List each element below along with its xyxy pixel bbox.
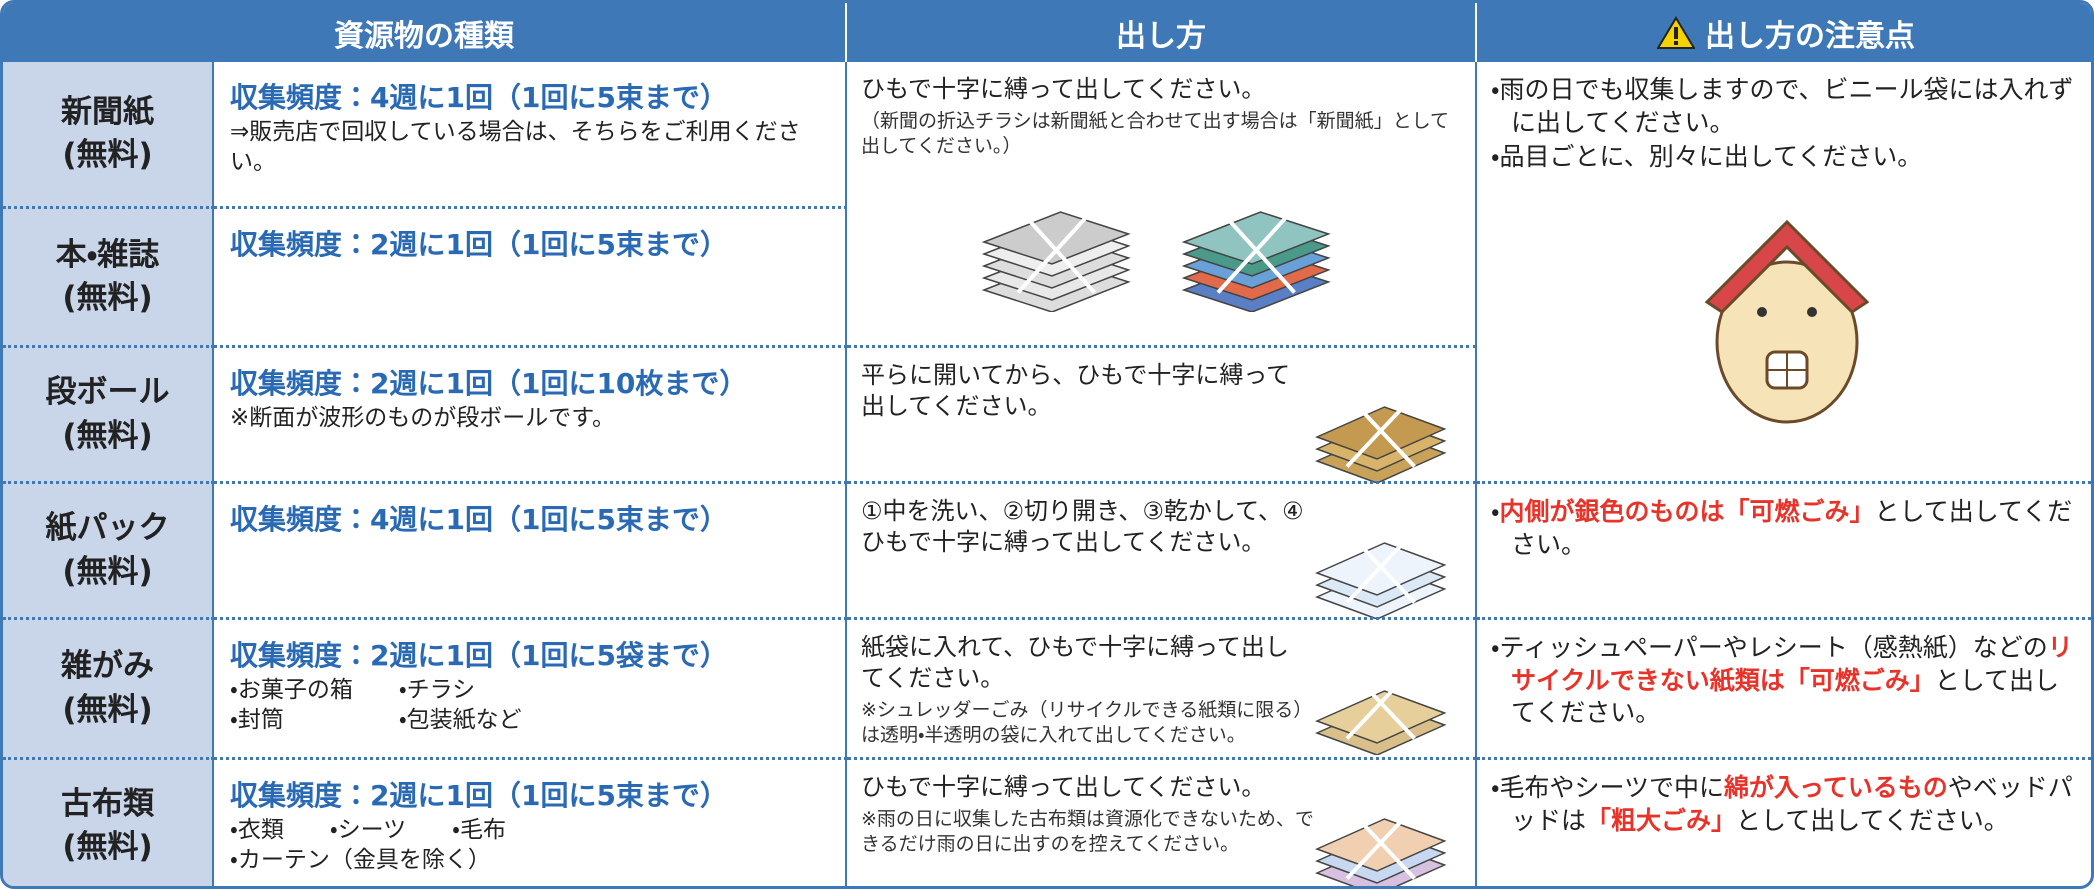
- method-text: 平らに開いてから、ひもで十字に縛って出してください。: [861, 361, 1291, 421]
- item-name: 本・雑誌: [55, 236, 160, 273]
- caution-list: ・ティッシュペーパーやレシート（感熱紙）などのリサイクルできない紙類は「可燃ごみ…: [1491, 632, 2083, 730]
- item-frequency-cell: 収集頻度：2週に1回（1回に5袋まで） ・お菓子の箱 ・チラシ・封筒 ・包装紙など: [214, 617, 847, 757]
- column-header-text: 資源物の種類: [334, 18, 514, 54]
- item-fee: (無料): [62, 829, 153, 865]
- caution-item: ・内側が銀色のものは「可燃ごみ」として出してください。: [1491, 496, 2083, 561]
- item-name-cell: 本・雑誌 (無料): [3, 206, 214, 345]
- item-frequency-cell: 収集頻度：2週に1回（1回に10枚まで） ※断面が波形のものが段ボールです。: [214, 345, 847, 481]
- method-note: （新聞の折込チラシは新聞紙と合わせて出す場合は「新聞紙」として出してください。）: [861, 110, 1450, 157]
- caution-text: ・: [1491, 497, 1500, 526]
- item-note: ・お菓子の箱 ・チラシ: [230, 677, 476, 703]
- method-note: ※シュレッダーごみ（リサイクルできる紙類に限る）は透明・半透明の袋に入れて出して…: [861, 699, 1313, 747]
- method-cell: 紙袋に入れて、ひもで十字に縛って出してください。 ※シュレッダーごみ（リサイクルで…: [847, 617, 1477, 757]
- item-note: ・封筒 ・包装紙など: [230, 706, 522, 733]
- item-name-cell: 古布類 (無料): [3, 757, 214, 886]
- item-frequency: 収集頻度：4週に1回（1回に5束まで）: [230, 81, 728, 114]
- item-frequency: 収集頻度：2週に1回（1回に5束まで）: [230, 779, 728, 812]
- illustration: [1315, 529, 1447, 619]
- item-note: ・カーテン（金具を除く）: [230, 846, 491, 873]
- method-cell: ひもで十字に縛って出してください。 ※雨の日に収集した古布類は資源化できないため、…: [847, 757, 1477, 886]
- item-name-cell: 雑がみ (無料): [3, 617, 214, 757]
- item-frequency: 収集頻度：4週に1回（1回に5束まで）: [230, 503, 728, 536]
- item-name: 段ボール: [45, 374, 170, 411]
- caution-text: 「粗大ごみ」: [1586, 805, 1737, 835]
- caution-text: リサイクルできない紙類は「可燃ごみ」: [1511, 633, 2073, 695]
- caution-text: ・雨の日でも収集しますので、ビニール袋には入れずに出してください。: [1491, 75, 2074, 137]
- item-fee: (無料): [62, 137, 153, 173]
- caution-text: やベッドパッドは: [1511, 773, 2073, 835]
- caution-list: ・雨の日でも収集しますので、ビニール袋には入れずに出してください。・品目ごとに、…: [1491, 74, 2083, 174]
- item-frequency-cell: 収集頻度：4週に1回（1回に5束まで） ⇒販売店で回収している場合は、そちらをご利…: [214, 62, 847, 206]
- method-cell: ひもで十字に縛って出してください。 （新聞の折込チラシは新聞紙と合わせて出す場合は…: [847, 62, 1477, 345]
- item-fee: (無料): [62, 417, 153, 454]
- column-header-text: 出し方の注意点: [1705, 18, 1915, 54]
- method-cell: 平らに開いてから、ひもで十字に縛って出してください。: [847, 345, 1477, 483]
- item-frequency: 収集頻度：2週に1回（1回に10枚まで）: [230, 367, 748, 400]
- item-frequency-cell: 収集頻度：2週に1回（1回に5束まで）: [214, 206, 847, 345]
- column-header-text: 出し方: [1116, 18, 1206, 54]
- caution-cell: ・ティッシュペーパーやレシート（感熱紙）などのリサイクルできない紙類は「可燃ごみ…: [1477, 617, 2091, 757]
- item-frequency-cell: 収集頻度：2週に1回（1回に5束まで） ・衣類 ・シーツ ・毛布 ・カーテン（金具を…: [214, 757, 847, 886]
- warning-icon: [1657, 15, 1695, 49]
- item-frequency: 収集頻度：2週に1回（1回に5袋まで）: [230, 639, 728, 672]
- method-note: ※雨の日に収集した古布類は資源化できないため、できるだけ雨の日に出すのを控えてく…: [861, 808, 1314, 855]
- item-frequency-cell: 収集頻度：4週に1回（1回に5束まで）: [214, 481, 847, 617]
- method-text: ひもで十字に縛って出してください。: [861, 75, 1266, 103]
- illustration: [1315, 805, 1447, 886]
- item-name-cell: 紙パック (無料): [3, 481, 214, 617]
- caution-text: ・ティッシュペーパーやレシート（感熱紙）などの: [1491, 633, 2048, 662]
- item-name: 新聞紙: [61, 93, 154, 130]
- illustration: [1315, 393, 1447, 483]
- caution-text: ・品目ごとに、別々に出してください。: [1491, 142, 1923, 171]
- item-name: 雑がみ: [61, 648, 154, 685]
- caution-item: ・品目ごとに、別々に出してください。: [1491, 141, 2083, 174]
- method-cell: ①中を洗い、②切り開き、③乾かして、④ひもで十字に縛って出してください。: [847, 481, 1477, 619]
- item-note: ・衣類 ・シーツ ・毛布: [230, 817, 506, 843]
- caution-cell: ・雨の日でも収集しますので、ビニール袋には入れずに出してください。・品目ごとに、…: [1477, 62, 2091, 481]
- method-text: ①中を洗い、②切り開き、③乾かして、④ひもで十字に縛って出してください。: [861, 497, 1304, 557]
- illustration: [1315, 665, 1447, 755]
- caution-list: ・毛布やシーツで中に綿が入っているものやベッドパッドは「粗大ごみ」として出してく…: [1491, 772, 2083, 837]
- item-note: ※断面が波形のものが段ボールです。: [230, 405, 615, 431]
- item-name-cell: 段ボール (無料): [3, 345, 214, 481]
- caution-cell: ・内側が銀色のものは「可燃ごみ」として出してください。: [1477, 481, 2091, 617]
- column-header: 資源物の種類: [3, 3, 847, 62]
- item-fee: (無料): [62, 280, 153, 316]
- item-frequency: 収集頻度：2週に1回（1回に5束まで）: [230, 228, 728, 261]
- method-text: ひもで十字に縛って出してください。: [861, 773, 1266, 801]
- mascot: [1704, 219, 1870, 424]
- item-name-cell: 新聞紙 (無料): [3, 62, 214, 206]
- illustration: [981, 206, 1131, 312]
- caution-text: として出してください。: [1511, 665, 2060, 728]
- item-name: 紙パック: [45, 510, 170, 547]
- method-text: 紙袋に入れて、ひもで十字に縛って出してください。: [861, 633, 1289, 693]
- caution-item: ・毛布やシーツで中に綿が入っているものやベッドパッドは「粗大ごみ」として出してく…: [1491, 772, 2083, 837]
- column-header: 出し方の注意点: [1477, 3, 2091, 62]
- caution-text: 綿が入っているもの: [1724, 773, 1948, 802]
- caution-text: として出してください。: [1736, 805, 2009, 835]
- caution-list: ・内側が銀色のものは「可燃ごみ」として出してください。: [1491, 496, 2083, 561]
- caution-cell: ・毛布やシーツで中に綿が入っているものやベッドパッドは「粗大ごみ」として出してく…: [1477, 757, 2091, 886]
- item-name: 古布類: [61, 785, 154, 822]
- caution-text: ・毛布やシーツで中に: [1491, 773, 1725, 802]
- caution-item: ・雨の日でも収集しますので、ビニール袋には入れずに出してください。: [1491, 74, 2083, 139]
- illustration: [1181, 206, 1331, 312]
- item-fee: (無料): [62, 553, 153, 590]
- caution-item: ・ティッシュペーパーやレシート（感熱紙）などのリサイクルできない紙類は「可燃ごみ…: [1491, 632, 2083, 730]
- caution-text: 内側が銀色のものは「可燃ごみ」: [1499, 497, 1875, 526]
- column-header: 出し方: [847, 3, 1477, 62]
- item-fee: (無料): [62, 691, 153, 728]
- caution-text: として出してください。: [1511, 497, 2073, 559]
- item-note: ⇒販売店で回収している場合は、そちらをご利用ください。: [230, 119, 801, 175]
